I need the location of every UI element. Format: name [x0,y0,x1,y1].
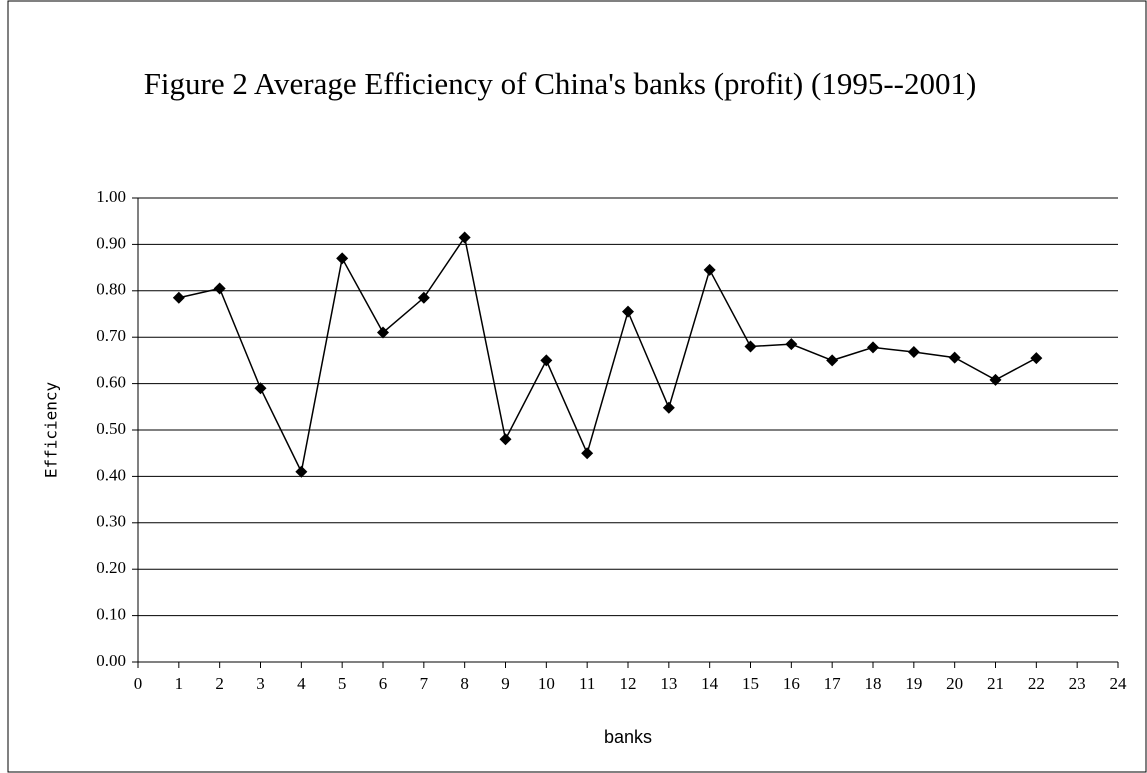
y-tick-label: 0.40 [96,465,126,484]
x-tick-label: 0 [134,674,143,693]
x-tick-label: 11 [579,674,595,693]
x-tick-label: 18 [865,674,882,693]
x-tick-label: 12 [620,674,637,693]
x-tick-label: 14 [701,674,719,693]
x-tick-label: 15 [742,674,759,693]
y-tick-label: 0.00 [96,651,126,670]
x-tick-label: 3 [256,674,265,693]
data-point [907,346,920,359]
data-point [744,340,757,353]
data-point [417,291,430,304]
x-tick-label: 10 [538,674,555,693]
x-tick-label: 21 [987,674,1004,693]
data-point [867,341,879,354]
data-point [458,231,471,244]
data-point [989,373,1002,386]
data-point [581,447,594,460]
data-point [377,326,389,339]
data-point [336,252,349,265]
x-tick-label: 8 [460,674,469,693]
x-tick-label: 16 [783,674,800,693]
data-point [540,354,553,367]
y-tick-label: 0.20 [96,558,126,577]
x-tick-label: 24 [1110,674,1128,693]
y-tick-label: 0.60 [96,373,126,392]
data-point [295,465,308,478]
y-tick-label: 0.70 [96,326,126,345]
chart-frame [7,0,1147,773]
data-point [622,305,634,318]
x-tick-label: 9 [501,674,510,693]
y-tick-label: 1.00 [96,187,126,206]
data-point [172,291,185,304]
x-tick-label: 13 [660,674,677,693]
data-line [178,235,1037,475]
x-tick-label: 7 [420,674,429,693]
y-axis-label: Efficiency [42,381,61,478]
y-tick-label: 0.90 [96,233,126,252]
data-point [213,282,226,295]
data-point [1030,352,1043,365]
x-axis-label: banks [604,727,652,747]
data-point [948,351,961,364]
data-point [785,338,798,351]
data-point [662,401,675,414]
x-tick-label: 5 [338,674,347,693]
x-tick-label: 1 [175,674,184,693]
y-tick-label: 0.80 [96,280,126,299]
x-tick-label: 22 [1028,674,1045,693]
x-tick-label: 20 [946,674,963,693]
chart-title: Figure 2 Average Efficiency of China's b… [143,66,977,101]
y-tick-label: 0.30 [96,512,126,531]
x-tick-label: 23 [1069,674,1086,693]
data-point [826,354,839,367]
x-tick-label: 6 [379,674,388,693]
data-point [499,433,512,446]
data-point [703,263,716,276]
x-tick-label: 2 [215,674,224,693]
data-point [254,382,267,395]
y-tick-label: 0.10 [96,605,126,624]
y-tick-label: 0.50 [96,419,126,438]
x-tick-label: 19 [905,674,922,693]
x-tick-label: 4 [297,674,306,693]
x-tick-label: 17 [824,674,842,693]
